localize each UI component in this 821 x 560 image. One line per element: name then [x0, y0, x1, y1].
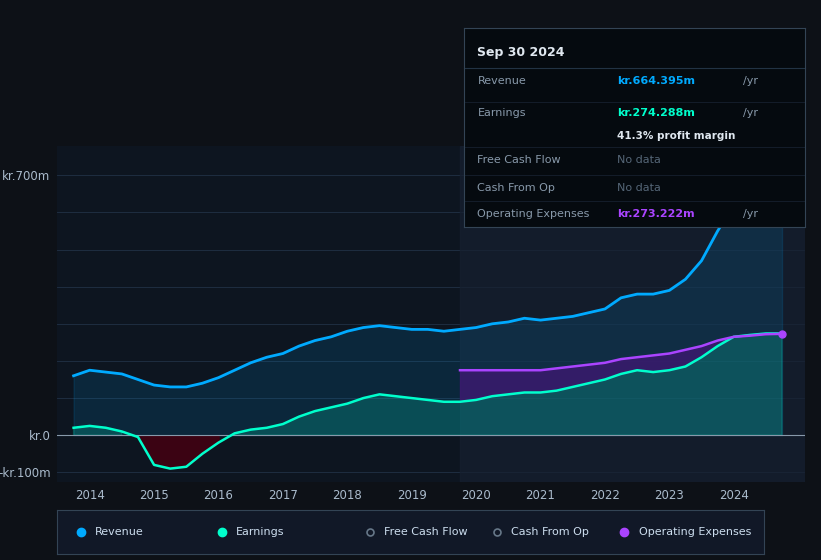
Text: /yr: /yr: [743, 108, 759, 118]
Text: No data: No data: [617, 183, 661, 193]
Text: Revenue: Revenue: [95, 527, 144, 537]
Text: Revenue: Revenue: [478, 76, 526, 86]
Text: 41.3% profit margin: 41.3% profit margin: [617, 132, 736, 141]
Text: Cash From Op: Cash From Op: [511, 527, 589, 537]
Text: Earnings: Earnings: [478, 108, 526, 118]
Text: Operating Expenses: Operating Expenses: [639, 527, 751, 537]
Text: No data: No data: [617, 155, 661, 165]
Text: kr.664.395m: kr.664.395m: [617, 76, 695, 86]
Text: Operating Expenses: Operating Expenses: [478, 209, 589, 219]
Text: Free Cash Flow: Free Cash Flow: [478, 155, 561, 165]
Text: kr.274.288m: kr.274.288m: [617, 108, 695, 118]
Text: /yr: /yr: [743, 76, 759, 86]
Text: /yr: /yr: [743, 209, 759, 219]
Bar: [460, 146, 805, 482]
Text: Sep 30 2024: Sep 30 2024: [478, 46, 565, 59]
Text: Free Cash Flow: Free Cash Flow: [384, 527, 468, 537]
Text: Earnings: Earnings: [236, 527, 285, 537]
Text: kr.273.222m: kr.273.222m: [617, 209, 695, 219]
Text: Cash From Op: Cash From Op: [478, 183, 555, 193]
